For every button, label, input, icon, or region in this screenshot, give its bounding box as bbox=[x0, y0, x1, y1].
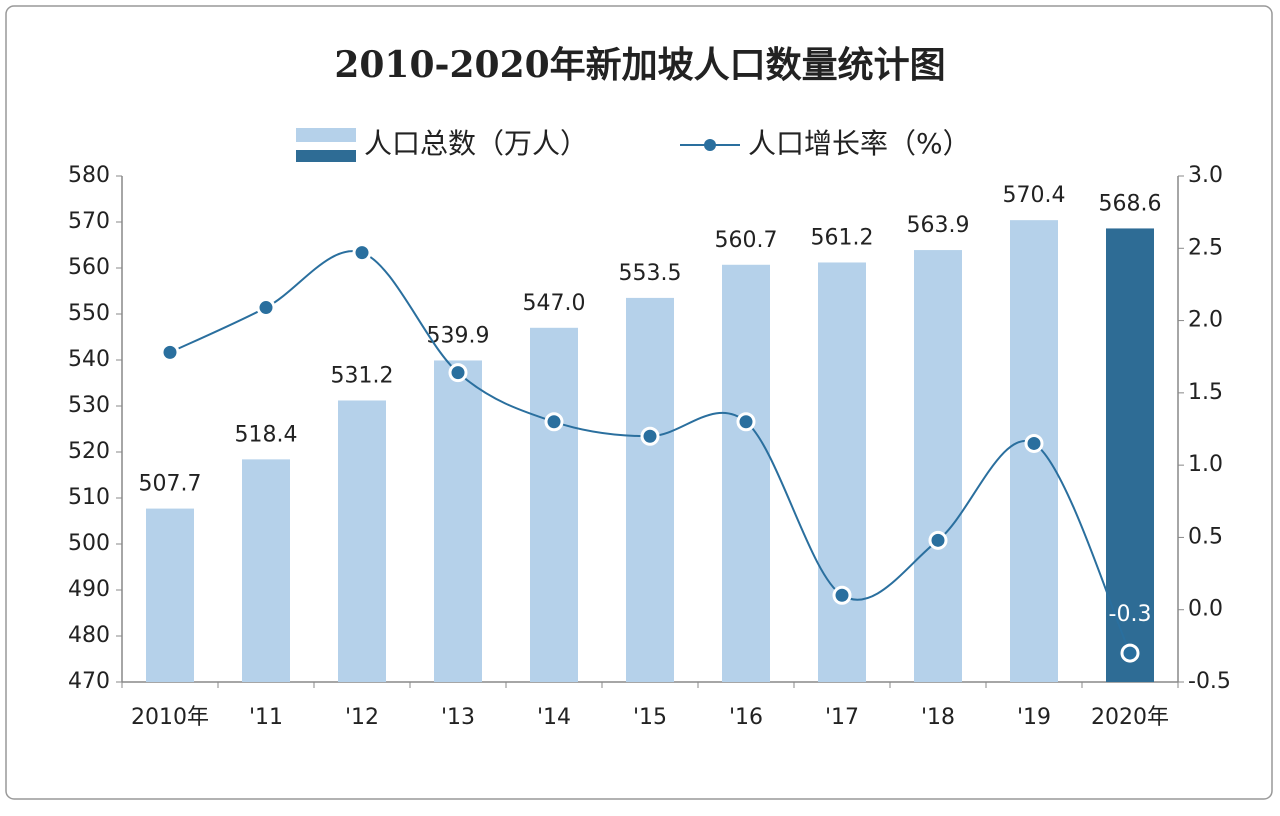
y-tick-label: 470 bbox=[68, 669, 110, 694]
line-marker bbox=[736, 412, 756, 432]
y-tick-label: 530 bbox=[68, 393, 110, 418]
legend-marker bbox=[704, 139, 716, 151]
bar-value-label: 539.9 bbox=[427, 323, 490, 348]
legend-swatch bbox=[296, 128, 356, 142]
y-tick-label: 560 bbox=[68, 255, 110, 280]
y2-tick-label: -0.5 bbox=[1188, 669, 1231, 694]
y-tick-label: 540 bbox=[68, 347, 110, 372]
y2-tick-label: 0.0 bbox=[1188, 597, 1223, 622]
line-marker bbox=[1024, 433, 1044, 453]
line-marker bbox=[544, 412, 564, 432]
bar-value-label: 561.2 bbox=[811, 225, 874, 250]
bar-value-label: 507.7 bbox=[139, 472, 202, 497]
line-marker bbox=[160, 342, 180, 362]
x-tick-label: '13 bbox=[441, 705, 475, 730]
x-tick-label: '17 bbox=[825, 705, 859, 730]
y2-tick-label: 1.0 bbox=[1188, 452, 1223, 477]
legend-label: 人口总数（万人） bbox=[364, 127, 588, 160]
bar bbox=[530, 327, 578, 682]
line-value-label: -0.3 bbox=[1109, 602, 1152, 627]
bar bbox=[146, 508, 194, 682]
bar bbox=[626, 297, 674, 682]
x-tick-label: '19 bbox=[1017, 705, 1051, 730]
x-tick-label: '12 bbox=[345, 705, 379, 730]
line-marker bbox=[1120, 643, 1140, 663]
line-marker bbox=[832, 585, 852, 605]
bar-value-label: 553.5 bbox=[619, 261, 682, 286]
y-tick-label: 510 bbox=[68, 485, 110, 510]
x-tick-label: '15 bbox=[633, 705, 667, 730]
bar-value-label: 568.6 bbox=[1099, 191, 1162, 216]
x-tick-label: '14 bbox=[537, 705, 571, 730]
chart-title: 2010-2020年新加坡人口数量统计图 bbox=[334, 44, 945, 86]
legend-swatch bbox=[296, 150, 356, 162]
y2-tick-label: 3.0 bbox=[1188, 163, 1223, 188]
bar bbox=[338, 400, 386, 682]
x-tick-label: 2020年 bbox=[1091, 705, 1169, 730]
y2-tick-label: 0.5 bbox=[1188, 524, 1223, 549]
y-tick-label: 490 bbox=[68, 577, 110, 602]
x-tick-label: 2010年 bbox=[131, 705, 209, 730]
line-marker bbox=[928, 530, 948, 550]
line-marker bbox=[640, 426, 660, 446]
line-marker bbox=[352, 243, 372, 263]
line bbox=[169, 250, 1131, 654]
y-tick-label: 580 bbox=[68, 163, 110, 188]
bar-value-label: 563.9 bbox=[907, 213, 970, 238]
x-tick-label: '18 bbox=[921, 705, 955, 730]
bar-value-label: 570.4 bbox=[1003, 183, 1066, 208]
bar-value-label: 518.4 bbox=[235, 422, 298, 447]
y2-tick-label: 1.5 bbox=[1188, 380, 1223, 405]
bar bbox=[1106, 228, 1154, 682]
y-tick-label: 480 bbox=[68, 623, 110, 648]
legend-label: 人口增长率（%） bbox=[748, 127, 971, 160]
line-marker bbox=[448, 363, 468, 383]
y-tick-label: 520 bbox=[68, 439, 110, 464]
bar bbox=[242, 459, 290, 682]
line-marker bbox=[256, 298, 276, 318]
y-tick-label: 500 bbox=[68, 531, 110, 556]
bar-value-label: 560.7 bbox=[715, 228, 778, 253]
bar-value-label: 547.0 bbox=[523, 291, 586, 316]
bar bbox=[722, 264, 770, 682]
x-tick-label: '16 bbox=[729, 705, 763, 730]
y2-tick-label: 2.5 bbox=[1188, 235, 1223, 260]
bar bbox=[818, 262, 866, 682]
y-tick-label: 550 bbox=[68, 301, 110, 326]
x-tick-label: '11 bbox=[249, 705, 283, 730]
bar bbox=[914, 250, 962, 682]
bar bbox=[434, 360, 482, 682]
y2-tick-label: 2.0 bbox=[1188, 308, 1223, 333]
y-tick-label: 570 bbox=[68, 209, 110, 234]
bar-value-label: 531.2 bbox=[331, 363, 394, 388]
